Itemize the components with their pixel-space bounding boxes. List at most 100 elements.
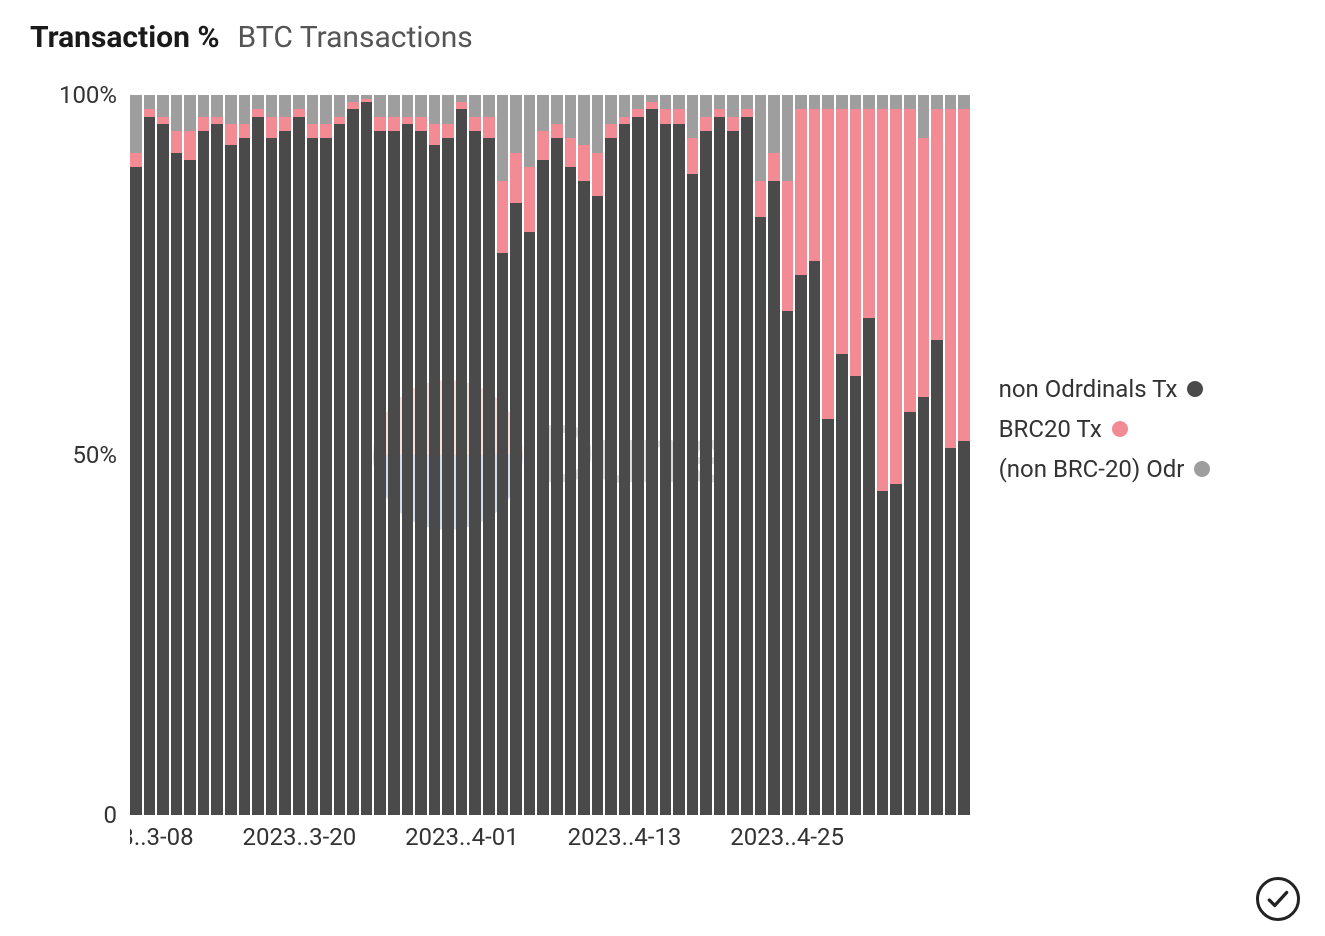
bar[interactable] (266, 95, 278, 815)
bar-segment-brc20 (239, 124, 251, 138)
bar[interactable] (945, 95, 957, 815)
bar[interactable] (918, 95, 930, 815)
bar[interactable] (347, 95, 359, 815)
bar[interactable] (225, 95, 237, 815)
bar[interactable] (782, 95, 794, 815)
bar[interactable] (605, 95, 617, 815)
bar[interactable] (619, 95, 631, 815)
bar-segment-brc20 (918, 138, 930, 397)
bar-segment-non_ordinals (144, 117, 156, 815)
bar-segment-non_brc20_ord (225, 95, 237, 124)
bar[interactable] (904, 95, 916, 815)
bar[interactable] (456, 95, 468, 815)
bar[interactable] (334, 95, 346, 815)
bar[interactable] (469, 95, 481, 815)
bar[interactable] (497, 95, 509, 815)
bar[interactable] (660, 95, 672, 815)
bar[interactable] (795, 95, 807, 815)
bar-segment-brc20 (266, 117, 278, 139)
bar[interactable] (307, 95, 319, 815)
bar[interactable] (211, 95, 223, 815)
bar[interactable] (320, 95, 332, 815)
bar-segment-non_brc20_ord (727, 95, 739, 117)
bar[interactable] (632, 95, 644, 815)
bar-segment-non_ordinals (768, 181, 780, 815)
bar[interactable] (836, 95, 848, 815)
bar-segment-non_brc20_ord (239, 95, 251, 124)
bar[interactable] (578, 95, 590, 815)
bar[interactable] (157, 95, 169, 815)
bar-segment-non_brc20_ord (795, 95, 807, 109)
bar[interactable] (415, 95, 427, 815)
bar[interactable] (565, 95, 577, 815)
bar[interactable] (890, 95, 902, 815)
bar[interactable] (361, 95, 373, 815)
bar-segment-brc20 (714, 109, 726, 116)
bar-segment-non_brc20_ord (429, 95, 441, 124)
bar[interactable] (700, 95, 712, 815)
bar-segment-non_ordinals (157, 124, 169, 815)
legend-item[interactable]: non Odrdinals Tx (999, 375, 1295, 403)
bar[interactable] (293, 95, 305, 815)
bar[interactable] (822, 95, 834, 815)
bar[interactable] (687, 95, 699, 815)
bar-segment-non_ordinals (714, 117, 726, 815)
bar[interactable] (239, 95, 251, 815)
legend-label: (non BRC-20) Odr (999, 455, 1185, 483)
bar-segment-non_brc20_ord (171, 95, 183, 131)
legend-item[interactable]: (non BRC-20) Odr (999, 455, 1295, 483)
bar-segment-non_brc20_ord (850, 95, 862, 109)
bar-segment-non_ordinals (565, 167, 577, 815)
bar-segment-non_ordinals (918, 397, 930, 815)
bar[interactable] (863, 95, 875, 815)
bar[interactable] (768, 95, 780, 815)
bar[interactable] (592, 95, 604, 815)
bar[interactable] (537, 95, 549, 815)
bar[interactable] (551, 95, 563, 815)
bar-segment-non_brc20_ord (931, 95, 943, 109)
bar[interactable] (809, 95, 821, 815)
bar[interactable] (184, 95, 196, 815)
bar-segment-brc20 (782, 181, 794, 311)
bar[interactable] (714, 95, 726, 815)
bar-segment-non_ordinals (551, 138, 563, 815)
bar[interactable] (252, 95, 264, 815)
y-tick-label: 50% (72, 441, 117, 469)
bar-segment-non_ordinals (958, 441, 970, 815)
bar-segment-non_ordinals (347, 109, 359, 815)
bar[interactable] (755, 95, 767, 815)
bar[interactable] (388, 95, 400, 815)
bar[interactable] (646, 95, 658, 815)
bar[interactable] (524, 95, 536, 815)
bar[interactable] (198, 95, 210, 815)
bar-segment-non_brc20_ord (307, 95, 319, 124)
bar[interactable] (877, 95, 889, 815)
bar-segment-non_brc20_ord (252, 95, 264, 109)
bars-container (130, 95, 970, 815)
bar[interactable] (429, 95, 441, 815)
bar-segment-non_ordinals (863, 318, 875, 815)
bar[interactable] (931, 95, 943, 815)
bar[interactable] (279, 95, 291, 815)
bar-segment-non_brc20_ord (320, 95, 332, 124)
bar-segment-non_brc20_ord (198, 95, 210, 117)
bar[interactable] (171, 95, 183, 815)
bar[interactable] (727, 95, 739, 815)
bar[interactable] (130, 95, 142, 815)
legend-item[interactable]: BRC20 Tx (999, 415, 1295, 443)
bar[interactable] (958, 95, 970, 815)
bar[interactable] (144, 95, 156, 815)
bar[interactable] (402, 95, 414, 815)
bar-segment-non_brc20_ord (442, 95, 454, 124)
bar[interactable] (850, 95, 862, 815)
bar-segment-brc20 (483, 117, 495, 139)
bar[interactable] (442, 95, 454, 815)
bar[interactable] (741, 95, 753, 815)
bar[interactable] (374, 95, 386, 815)
bar[interactable] (510, 95, 522, 815)
bar[interactable] (673, 95, 685, 815)
verified-check-icon (1256, 877, 1300, 921)
bar[interactable] (483, 95, 495, 815)
bar-segment-non_brc20_ord (334, 95, 346, 117)
bar-segment-non_ordinals (361, 102, 373, 815)
